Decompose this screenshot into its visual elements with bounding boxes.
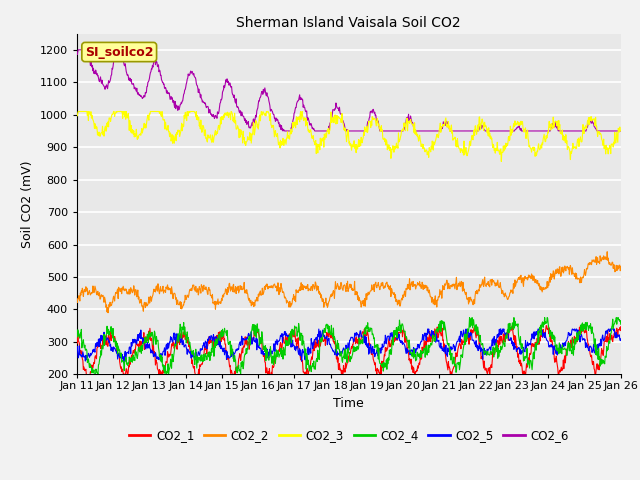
Text: SI_soilco2: SI_soilco2 [85, 46, 154, 59]
Legend: CO2_1, CO2_2, CO2_3, CO2_4, CO2_5, CO2_6: CO2_1, CO2_2, CO2_3, CO2_4, CO2_5, CO2_6 [124, 425, 573, 447]
X-axis label: Time: Time [333, 397, 364, 410]
Y-axis label: Soil CO2 (mV): Soil CO2 (mV) [21, 160, 34, 248]
Title: Sherman Island Vaisala Soil CO2: Sherman Island Vaisala Soil CO2 [237, 16, 461, 30]
